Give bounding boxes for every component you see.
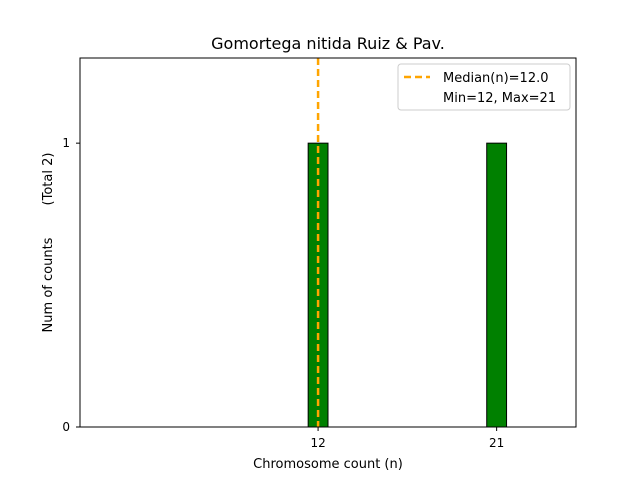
x-ticks: 12 21 bbox=[310, 427, 504, 450]
bar-21 bbox=[486, 142, 508, 428]
x-tick-label-21: 21 bbox=[489, 436, 504, 450]
legend-range-label: Min=12, Max=21 bbox=[443, 91, 556, 106]
y-tick-label-1: 1 bbox=[62, 136, 70, 150]
x-axis-label: Chromosome count (n) bbox=[253, 457, 403, 472]
legend-box bbox=[397, 63, 571, 111]
y-axis-label: Num of counts bbox=[41, 237, 56, 332]
bars-layer bbox=[307, 142, 508, 428]
x-tick-label-12: 12 bbox=[310, 436, 325, 450]
legend-median-label: Median(n)=12.0 bbox=[443, 71, 549, 86]
legend: Median(n)=12.0 Min=12, Max=21 bbox=[397, 63, 571, 111]
y-tick-label-0: 0 bbox=[62, 420, 70, 434]
chart-title: Gomortega nitida Ruiz & Pav. bbox=[211, 34, 445, 53]
y-axis-total-label: (Total 2) bbox=[41, 153, 56, 206]
y-ticks: 01 bbox=[62, 136, 80, 434]
plot-frame bbox=[79, 57, 577, 428]
